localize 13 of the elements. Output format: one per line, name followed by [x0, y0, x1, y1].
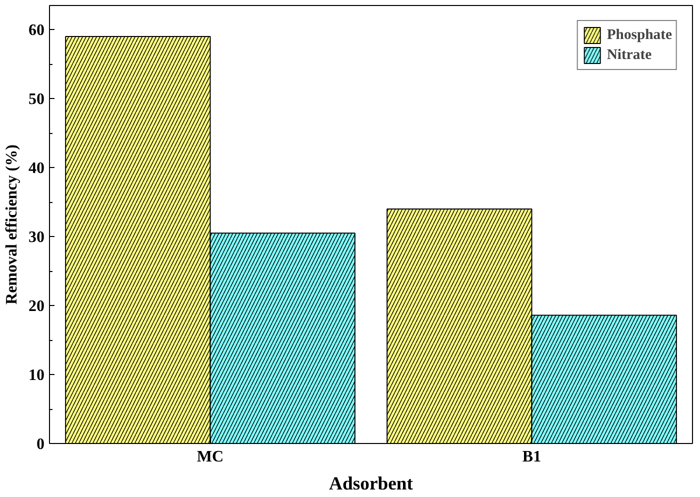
legend-label: Phosphate: [606, 26, 672, 44]
y-axis-title: Removal efficiency (%): [4, 144, 20, 304]
x-tick-label: MC: [196, 448, 224, 466]
legend-label: Nitrate: [606, 46, 652, 64]
y-tick-label: 10: [28, 367, 44, 384]
y-tick-label: 0: [36, 436, 44, 453]
y-tick-label: 60: [28, 22, 44, 40]
x-axis-title: Adsorbent: [329, 474, 414, 494]
y-tick-label: 50: [28, 91, 44, 108]
y-tick-label: 20: [28, 298, 44, 316]
y-tick-label: 40: [28, 160, 44, 178]
x-tick-label: B1: [522, 448, 542, 466]
y-tick-label: 30: [28, 229, 44, 246]
